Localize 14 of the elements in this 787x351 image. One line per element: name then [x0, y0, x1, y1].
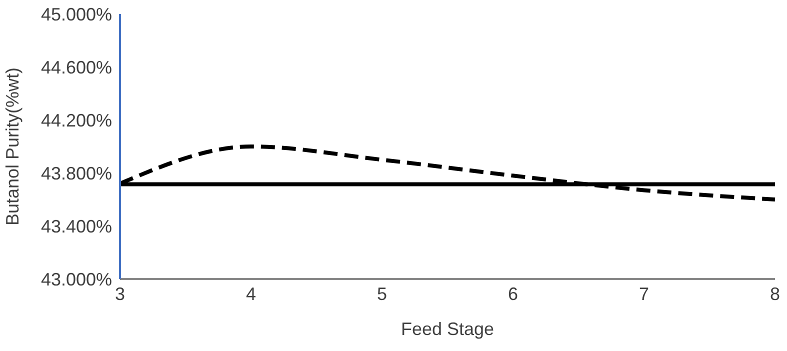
- x-tick-label: 3: [114, 284, 126, 304]
- y-tick-label: 45.000%: [40, 4, 112, 24]
- x-tick-label: 8: [770, 284, 780, 304]
- y-tick-label: 43.400%: [40, 216, 112, 236]
- x-tick-label: 6: [508, 284, 518, 304]
- x-axis-title: Feed Stage: [400, 319, 494, 339]
- x-tick-label: 7: [638, 284, 650, 304]
- y-tick-label: 43.000%: [40, 269, 112, 290]
- y-tick-label: 44.600%: [40, 57, 112, 78]
- x-tick-label: 4: [246, 284, 256, 304]
- y-tick-label: 43.800%: [40, 163, 112, 184]
- x-tick-label: 5: [376, 284, 388, 304]
- y-tick-label: 44.200%: [40, 110, 112, 130]
- y-axis-title: Butanol Purity(%wt): [2, 67, 22, 226]
